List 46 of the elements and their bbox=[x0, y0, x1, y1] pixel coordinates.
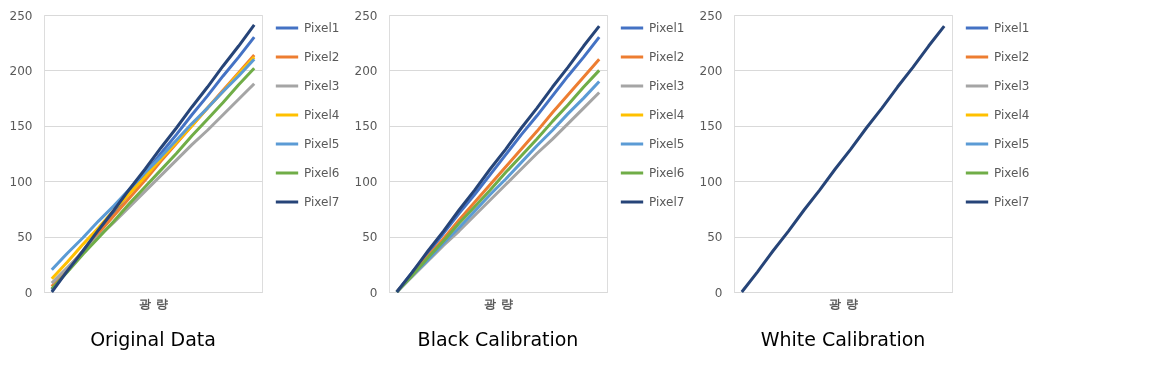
legend-label: Pixel4 bbox=[994, 108, 1030, 122]
legend-label: Pixel1 bbox=[649, 21, 685, 35]
y-tick-label: 200 bbox=[354, 63, 378, 78]
legend-label: Pixel3 bbox=[649, 79, 685, 93]
x-axis-title: 광 량 bbox=[139, 296, 168, 311]
y-tick-label: 0 bbox=[369, 285, 378, 300]
y-tick-label: 150 bbox=[354, 119, 378, 134]
legend-label: Pixel1 bbox=[304, 21, 340, 35]
line-series bbox=[740, 24, 946, 294]
y-tick-label: 0 bbox=[714, 285, 723, 300]
legend-label: Pixel6 bbox=[994, 166, 1030, 180]
legend-label: Pixel7 bbox=[649, 195, 685, 209]
legend-label: Pixel7 bbox=[994, 195, 1030, 209]
y-tick-label: 100 bbox=[699, 174, 723, 189]
legend-label: Pixel4 bbox=[649, 108, 685, 122]
legend-label: Pixel5 bbox=[304, 137, 340, 151]
legend-label: Pixel2 bbox=[304, 50, 340, 64]
y-tick-label: 250 bbox=[9, 8, 33, 23]
y-tick-label: 200 bbox=[699, 63, 723, 78]
legend-label: Pixel6 bbox=[304, 166, 340, 180]
legend-label: Pixel3 bbox=[994, 79, 1030, 93]
legend-label: Pixel7 bbox=[304, 195, 340, 209]
text: White Calibration bbox=[760, 328, 926, 350]
y-tick-label: 150 bbox=[9, 119, 33, 134]
legend-label: Pixel3 bbox=[304, 79, 340, 93]
y-tick-label: 100 bbox=[354, 174, 378, 189]
legend-label: Pixel1 bbox=[994, 21, 1030, 35]
y-tick-label: 150 bbox=[699, 119, 723, 134]
y-tick-label: 50 bbox=[17, 230, 33, 245]
y-tick-label: 0 bbox=[24, 285, 33, 300]
x-axis-title: 광 량 bbox=[829, 296, 858, 311]
legend-label: Pixel6 bbox=[649, 166, 685, 180]
y-tick-label: 100 bbox=[9, 174, 33, 189]
y-tick-label: 250 bbox=[699, 8, 723, 23]
legend-label: Pixel5 bbox=[649, 137, 685, 151]
y-tick-label: 250 bbox=[354, 8, 378, 23]
text: Black Calibration bbox=[417, 328, 579, 350]
legend-label: Pixel5 bbox=[994, 137, 1030, 151]
legend-label: Pixel4 bbox=[304, 108, 340, 122]
y-tick-label: 50 bbox=[707, 230, 723, 245]
y-tick-label: 200 bbox=[9, 63, 33, 78]
text: Original Data bbox=[90, 328, 216, 350]
y-tick-label: 50 bbox=[362, 230, 378, 245]
x-axis-title: 광 량 bbox=[484, 296, 513, 311]
legend-label: Pixel2 bbox=[994, 50, 1030, 64]
legend-label: Pixel2 bbox=[649, 50, 685, 64]
